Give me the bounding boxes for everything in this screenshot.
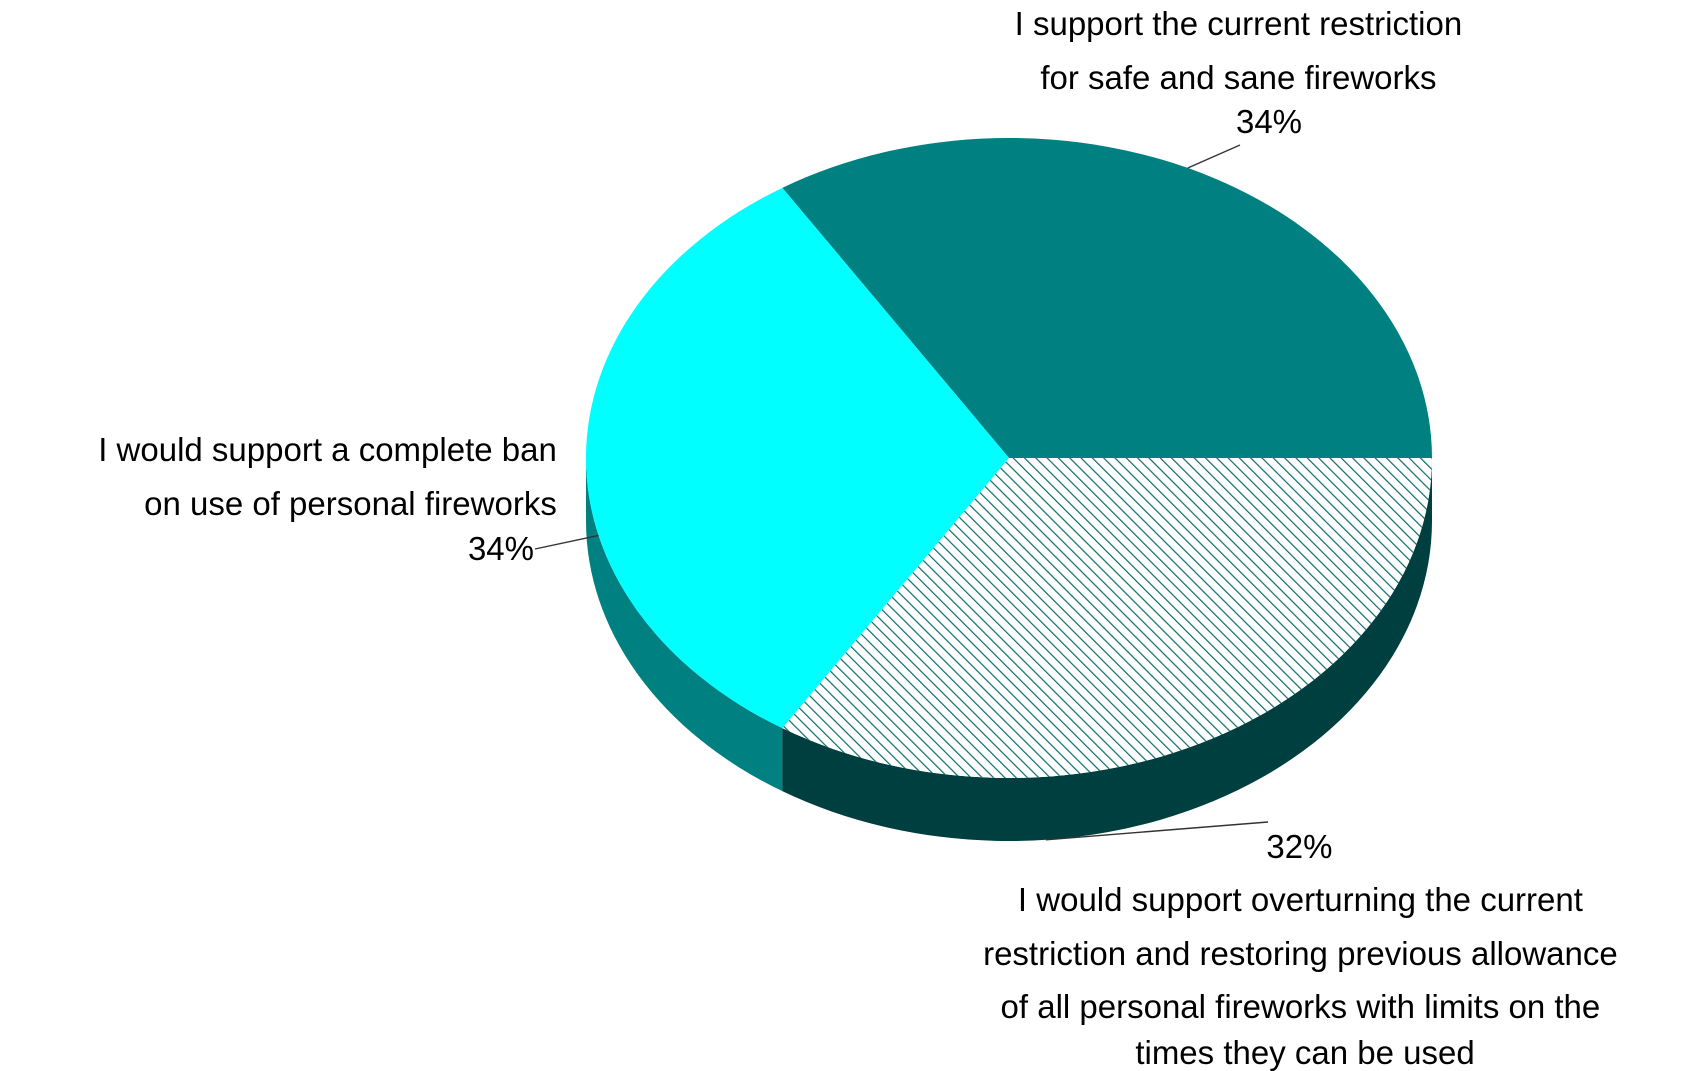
slice-value-label: 34% xyxy=(468,530,534,567)
slice-label-line: for safe and sane fireworks xyxy=(1040,59,1436,96)
pie-slice xyxy=(782,138,1432,458)
leader-lines xyxy=(534,144,1269,841)
slice-label-line: of all personal fireworks with limits on… xyxy=(1001,988,1601,1025)
pie-side-wall xyxy=(586,458,783,792)
slice-label-line: I support the current restriction xyxy=(1015,5,1463,42)
slice-label-support-current: I support the current restriction for sa… xyxy=(1015,5,1472,140)
slice-label-overturning: 32% I would support overturning the curr… xyxy=(983,828,1627,1071)
slice-label-line: on use of personal fireworks xyxy=(144,485,557,522)
slice-value-label: 32% xyxy=(1266,828,1332,865)
slice-label-line: restriction and restoring previous allow… xyxy=(983,935,1618,972)
pie-top-slices xyxy=(585,138,1432,778)
pie-slice xyxy=(782,458,1432,778)
pie-side-walls xyxy=(586,458,1432,841)
slice-label-complete-ban: I would support a complete ban on use of… xyxy=(98,431,566,567)
leader-line xyxy=(1187,144,1241,169)
pie-slice xyxy=(585,187,1009,729)
slice-label-line: I would support a complete ban xyxy=(98,431,557,468)
slice-value-label: 34% xyxy=(1236,103,1302,140)
slice-label-line: times they can be used xyxy=(1135,1034,1474,1071)
leader-line xyxy=(1045,821,1269,841)
leader-line xyxy=(534,534,599,550)
slice-label-line: I would support overturning the current xyxy=(1018,881,1583,918)
pie-side-wall xyxy=(782,458,1432,841)
